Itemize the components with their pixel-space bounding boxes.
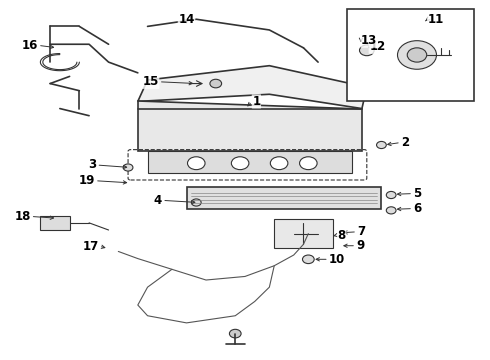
Bar [274,219,333,248]
Text: 18: 18 [14,210,30,223]
Circle shape [270,157,288,170]
Text: 14: 14 [178,13,195,26]
Circle shape [192,199,201,206]
Circle shape [376,141,386,149]
Text: 10: 10 [329,253,345,266]
Text: 8: 8 [338,229,346,242]
Circle shape [407,48,427,62]
Circle shape [302,255,314,264]
Circle shape [386,192,396,199]
Text: 11: 11 [428,13,444,26]
Polygon shape [187,187,381,208]
Polygon shape [147,152,352,173]
Bar [347,9,474,102]
Text: 1: 1 [252,95,260,108]
Text: 16: 16 [22,39,38,52]
Text: 2: 2 [401,136,409,149]
Text: 9: 9 [356,239,365,252]
Circle shape [123,164,133,171]
Circle shape [360,45,374,56]
Circle shape [299,157,317,170]
Polygon shape [138,66,367,109]
Circle shape [210,79,221,88]
Text: 17: 17 [83,240,99,253]
Text: 4: 4 [154,194,162,207]
Text: 13: 13 [361,34,377,47]
Circle shape [231,157,249,170]
Text: 6: 6 [413,202,421,215]
Circle shape [188,157,205,170]
Text: 3: 3 [88,158,97,171]
Circle shape [397,41,437,69]
Circle shape [386,207,396,214]
Text: 7: 7 [357,225,365,238]
Text: 5: 5 [413,187,421,200]
Bar [40,216,70,230]
Text: 15: 15 [143,75,159,88]
Circle shape [229,329,241,338]
Text: 12: 12 [369,40,386,53]
Text: 19: 19 [78,174,95,187]
Polygon shape [138,102,362,152]
